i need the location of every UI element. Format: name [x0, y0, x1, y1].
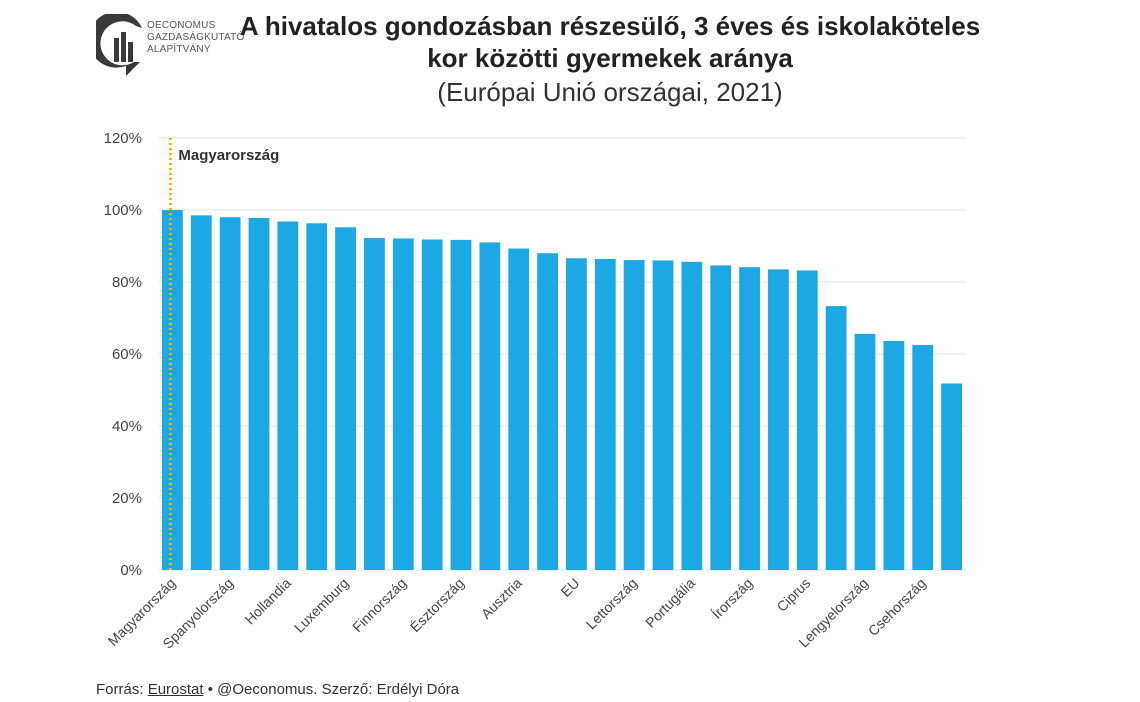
y-tick-label: 120% — [104, 130, 142, 147]
source-footer: Forrás: Eurostat • @Oeconomus. Szerző: E… — [96, 681, 459, 698]
footer-credits: • @Oeconomus. Szerző: Erdélyi Dóra — [203, 681, 460, 698]
bar — [248, 217, 270, 571]
logo-line: GAZDASÁGKUTATÓ — [147, 32, 245, 43]
x-tick-label: Lettország — [583, 575, 641, 633]
y-tick-label: 40% — [112, 418, 142, 435]
bar — [912, 345, 934, 570]
y-tick-label: 0% — [120, 562, 142, 579]
bar — [883, 341, 905, 570]
bar — [364, 238, 385, 570]
bar — [335, 227, 356, 570]
bar — [941, 383, 962, 570]
x-tick-label: EU — [557, 575, 582, 600]
source-link[interactable]: Eurostat — [147, 681, 204, 698]
chart-title-line-1: A hivatalos gondozásban részesülő, 3 éve… — [239, 11, 981, 41]
y-tick-label: 100% — [104, 202, 142, 219]
bar — [566, 258, 587, 570]
logo-text: OECONOMUS GAZDASÁGKUTATÓ ALAPÍTVÁNY — [147, 20, 244, 56]
bar — [796, 270, 818, 570]
bar — [537, 253, 558, 570]
bar — [277, 221, 299, 570]
bar — [825, 306, 847, 570]
logo-mark-icon — [88, 11, 142, 77]
bar — [162, 210, 183, 570]
footer-prefix: Forrás: — [96, 681, 148, 698]
x-tick-label: Ausztria — [478, 575, 525, 622]
bar — [508, 248, 530, 570]
logo-line: ALAPÍTVÁNY — [147, 44, 211, 55]
logo-line: OECONOMUS — [147, 20, 216, 31]
bar — [450, 239, 472, 570]
x-tick-label: Észtország — [407, 575, 467, 635]
chart-title-block: A hivatalos gondozásban részesülő, 3 éve… — [200, 10, 1020, 108]
bar — [681, 261, 703, 570]
bar — [623, 260, 645, 570]
bar — [594, 258, 616, 570]
bar-chart: 0%20%40%60%80%100%120%MagyarországSpanyo… — [104, 130, 966, 652]
oeconomus-logo: OECONOMUS GAZDASÁGKUTATÓ ALAPÍTVÁNY — [88, 11, 266, 84]
y-tick-label: 20% — [112, 490, 142, 507]
x-tick-label: Írország — [709, 575, 756, 622]
chart-subtitle: (Európai Unió országai, 2021) — [437, 77, 783, 107]
x-tick-label: Portugália — [642, 575, 698, 631]
highlight-label: Magyarország — [178, 147, 279, 164]
x-tick-label: Ciprus — [773, 575, 813, 615]
y-tick-label: 80% — [112, 274, 142, 291]
chart-title-line-2: kor közötti gyermekek aránya — [427, 43, 793, 73]
bar — [190, 215, 212, 570]
bar — [739, 267, 760, 570]
bar — [421, 239, 443, 570]
bar — [854, 333, 876, 570]
bar — [392, 238, 414, 570]
bar — [219, 217, 241, 570]
x-tick-label: Hollandia — [241, 575, 294, 628]
bar — [652, 260, 674, 570]
y-tick-label: 60% — [112, 346, 142, 363]
bar — [768, 269, 789, 570]
bar — [306, 223, 328, 570]
x-tick-label: Csehország — [865, 575, 929, 639]
x-tick-label: Luxemburg — [291, 575, 352, 636]
x-tick-label: Finnország — [349, 575, 409, 635]
bar — [710, 265, 732, 570]
bar — [479, 242, 501, 570]
